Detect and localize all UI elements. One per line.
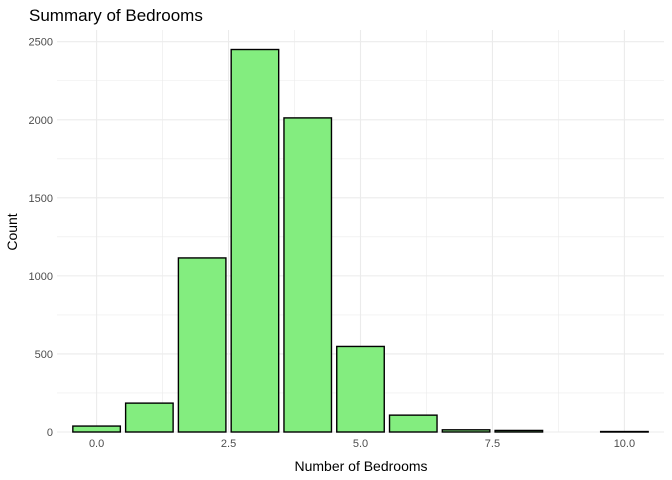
y-axis-title: Count	[4, 213, 20, 250]
bars	[72, 48, 649, 433]
y-tick-label: 1000	[29, 271, 53, 283]
y-tick-label: 2500	[29, 37, 53, 49]
bar	[230, 48, 280, 433]
chart-title: Summary of Bedrooms	[29, 6, 203, 25]
x-tick-label: 0.0	[89, 438, 104, 450]
x-tick-label: 7.5	[485, 438, 500, 450]
x-axis-title: Number of Bedrooms	[294, 458, 427, 474]
bar	[283, 117, 333, 433]
y-tick-label: 1500	[29, 193, 53, 205]
y-tick-labels: 0 500 1000 1500 2000 2500	[29, 37, 53, 439]
y-tick-label: 500	[35, 349, 53, 361]
grid-major	[57, 30, 664, 433]
x-tick-label: 5.0	[353, 438, 368, 450]
x-tick-labels: 0.0 2.5 5.0 7.5 10.0	[89, 438, 635, 450]
y-tick-label: 0	[47, 427, 53, 439]
x-tick-label: 10.0	[614, 438, 635, 450]
bar	[494, 429, 544, 433]
bar	[177, 257, 227, 433]
bar	[388, 414, 438, 433]
y-tick-label: 2000	[29, 115, 53, 127]
x-tick-label: 2.5	[221, 438, 236, 450]
bar	[599, 430, 649, 433]
bar	[336, 345, 385, 433]
bar	[124, 402, 174, 433]
bar	[72, 425, 122, 433]
bar	[441, 429, 491, 433]
